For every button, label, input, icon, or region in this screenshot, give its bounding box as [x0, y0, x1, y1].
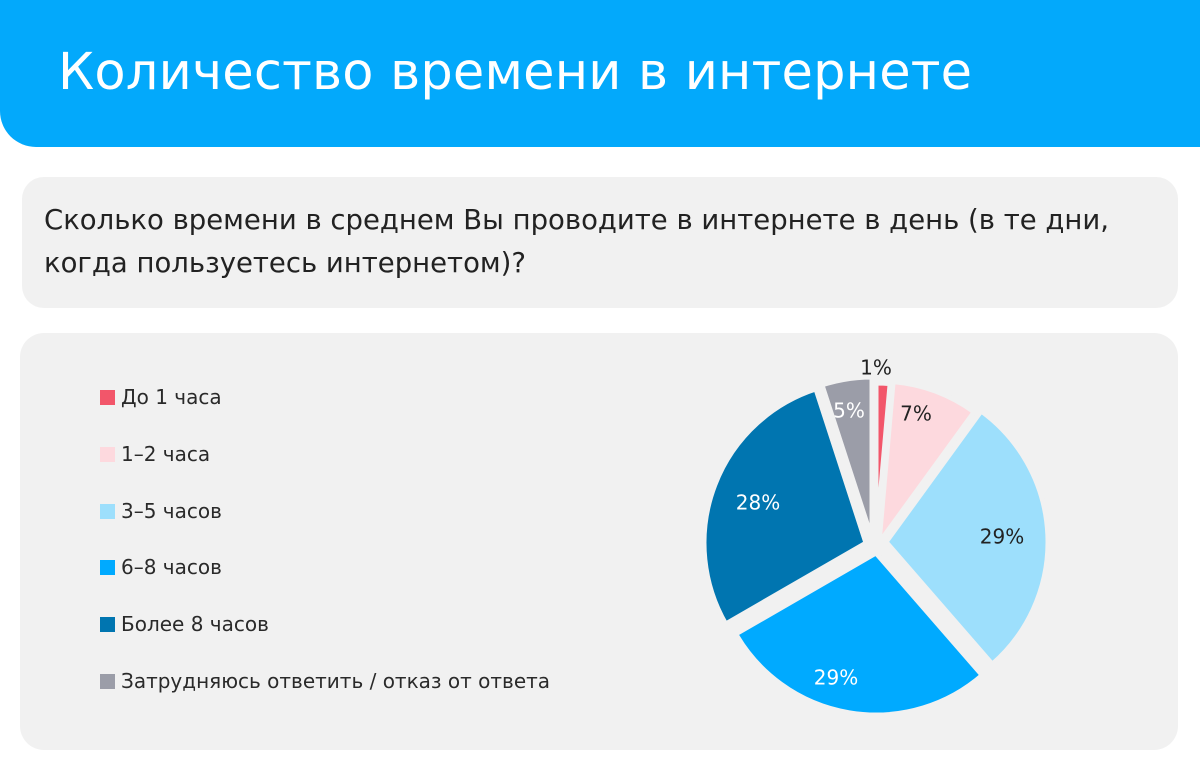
pie-value-label: 29%: [814, 666, 858, 690]
legend-swatch-icon: [100, 503, 115, 519]
legend-label: 6–8 часов: [121, 555, 222, 579]
pie-slice: [819, 374, 875, 542]
header-banner: Количество времени в интернете: [0, 0, 1200, 147]
page-title: Количество времени в интернете: [58, 43, 973, 102]
pie-slice: [883, 408, 1051, 667]
legend-label: Более 8 часов: [121, 612, 269, 636]
pie-value-label: 29%: [980, 525, 1024, 549]
legend-item: 3–5 часов: [100, 496, 222, 526]
legend-item: Затрудняюсь ответить / отказ от ответа: [100, 666, 550, 696]
pie-value-label: 5%: [833, 399, 865, 423]
pie-chart: 1% 7% 29% 29% 28% 5%: [701, 356, 1051, 718]
pie-value-label: 7%: [900, 402, 932, 426]
legend-label: 1–2 часа: [121, 442, 211, 466]
question-text: Сколько времени в среднем Вы проводите в…: [44, 204, 1110, 279]
chart-panel: До 1 часа 1–2 часа 3–5 часов 6–8 часов Более…: [20, 333, 1178, 750]
pie-slice: [876, 379, 977, 546]
pie-value-label: 1%: [860, 356, 892, 380]
legend-label: Затрудняюсь ответить / отказ от ответа: [121, 669, 551, 693]
legend-item: Более 8 часов: [100, 609, 269, 639]
legend-swatch-icon: [100, 559, 115, 575]
pie-slice: [733, 550, 985, 718]
legend-swatch-icon: [100, 446, 115, 462]
legend-label: До 1 часа: [121, 385, 222, 409]
legend-swatch-icon: [100, 673, 115, 689]
legend-item: 6–8 часов: [100, 552, 222, 582]
legend-item: До 1 часа: [100, 382, 222, 412]
legend-item: 1–2 часа: [100, 439, 210, 469]
pie-slice: [873, 380, 893, 548]
legend-swatch-icon: [100, 616, 115, 632]
pie-value-label: 28%: [736, 491, 780, 515]
pie-slice: [701, 386, 869, 627]
legend-swatch-icon: [100, 389, 115, 405]
question-box: Сколько времени в среднем Вы проводите в…: [22, 177, 1178, 308]
legend-label: 3–5 часов: [121, 499, 222, 523]
